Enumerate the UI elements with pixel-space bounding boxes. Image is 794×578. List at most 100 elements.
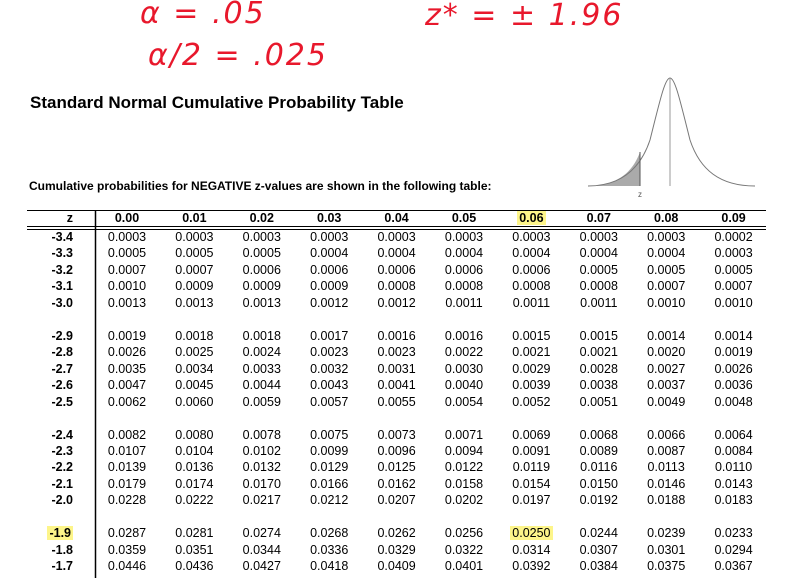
cell-text: 0.0003 (512, 230, 551, 244)
cell-text: 0.0018 (175, 328, 214, 343)
cell-text: 0.0107 (107, 443, 147, 458)
cell-text: -2.4 (51, 427, 73, 442)
cell-text: -3.3 (51, 246, 73, 261)
table-cell: 0.0004 (636, 246, 696, 261)
cell-text: 0.0005 (175, 246, 214, 261)
cell-text: -2.6 (51, 378, 73, 393)
table-cell: 0.0129 (299, 460, 359, 475)
cell-text: 0.0004 (579, 246, 618, 261)
cell-text: 0.0008 (444, 279, 484, 294)
cell-text: 0.0082 (107, 427, 147, 442)
table-cell: 0.06 (501, 211, 561, 226)
table-cell: 0.0037 (636, 378, 696, 393)
cell-text: 0.0446 (107, 559, 147, 574)
cell-text: 0.0011 (580, 295, 618, 310)
table-cell: 0.0244 (569, 526, 629, 541)
table-cell: 0.0174 (164, 477, 224, 492)
cell-text: 0.0004 (512, 246, 551, 261)
table-cell: 0.0017 (299, 329, 359, 344)
cell-text: 0.0006 (310, 262, 349, 277)
cell-text: 0.0287 (107, 526, 147, 541)
table-cell: 0.0013 (232, 296, 292, 311)
cell-text: 0.0003 (377, 230, 416, 244)
table-cell: 0.0075 (299, 428, 359, 443)
cell-text: -2.0 (51, 493, 73, 508)
cell-text: 0.0384 (579, 559, 618, 574)
table-cell: 0.0096 (367, 444, 427, 459)
cell-text: 0.0036 (714, 378, 753, 393)
table-cell: 0.0006 (434, 263, 494, 278)
table-cell: 0.0012 (367, 296, 427, 311)
table-cell: 0.0006 (232, 263, 292, 278)
cell-text: 0.0003 (310, 230, 349, 244)
cell-text: 0.0294 (714, 542, 753, 557)
cell-text: 0.0281 (175, 526, 214, 541)
table-cell: 0.03 (299, 211, 359, 226)
cell-text: 0.0019 (714, 345, 753, 360)
cell-text: 0.0078 (242, 427, 281, 442)
cell-text: 0.0418 (310, 559, 349, 574)
table-cell: 0.0014 (704, 329, 764, 344)
table-cell: 0.0007 (636, 279, 696, 294)
cell-text: 0.0150 (579, 476, 618, 491)
table-cell: -3.4 (33, 230, 73, 245)
table-cell: 0.0006 (367, 263, 427, 278)
table-cell: 0.0080 (164, 428, 224, 443)
table-cell: 0.0057 (299, 395, 359, 410)
table-cell: 0.0005 (569, 263, 629, 278)
table-cell: 0.0005 (97, 246, 157, 261)
cell-text: 0.0009 (175, 279, 214, 294)
shaded-tail (588, 152, 640, 186)
table-cell: 0.0162 (367, 477, 427, 492)
cell-text: 0.0016 (377, 328, 416, 343)
table-cell: 0.0239 (636, 526, 696, 541)
table-cell: 0.0143 (704, 477, 764, 492)
table-cell: 0.0018 (164, 329, 224, 344)
table-cell: 0.0418 (299, 559, 359, 574)
cell-text: 0.0023 (377, 345, 416, 360)
table-cell: 0.0060 (164, 395, 224, 410)
table-cell: 0.0059 (232, 395, 292, 410)
cell-text: 0.0013 (242, 295, 281, 310)
table-cell: 0.05 (434, 211, 494, 226)
table-cell: 0.0005 (704, 263, 764, 278)
table-cell: 0.0032 (299, 362, 359, 377)
table-cell: 0.0019 (97, 329, 157, 344)
table-cell: 0.0006 (299, 263, 359, 278)
cell-text: 0.0143 (714, 476, 753, 491)
table-cell: 0.0222 (164, 493, 224, 508)
table-cell: 0.0250 (501, 526, 561, 541)
cell-text: 0.0014 (647, 328, 686, 343)
cell-text: -3.1 (51, 279, 73, 294)
table-cell: 0.0091 (501, 444, 561, 459)
table-cell: 0.0003 (704, 246, 764, 261)
cell-text: 0.0158 (444, 476, 484, 491)
table-cell: 0.00 (97, 211, 157, 226)
cell-text: 0.0233 (714, 526, 753, 541)
table-cell: 0.0039 (501, 378, 561, 393)
table-cell: 0.0132 (232, 460, 292, 475)
cell-text: 0.0197 (512, 493, 551, 508)
cell-text: 0.0336 (310, 542, 349, 557)
cell-text: 0.0014 (714, 328, 753, 343)
table-cell: 0.0033 (232, 362, 292, 377)
cell-text: 0.0012 (377, 295, 416, 310)
table-cell: 0.0094 (434, 444, 494, 459)
table-cell: -2.0 (33, 493, 73, 508)
cell-text: 0.0060 (175, 394, 214, 409)
table-cell: 0.0401 (434, 559, 494, 574)
cell-text: 0.0026 (714, 361, 753, 376)
table-cell: 0.0071 (434, 428, 494, 443)
table-cell: 0.0009 (164, 279, 224, 294)
table-cell: 0.0011 (434, 296, 494, 311)
cell-text: 0.0003 (175, 230, 214, 244)
cell-text: -2.9 (51, 328, 73, 343)
cell-text: 0.0016 (444, 328, 484, 343)
table-cell: 0.07 (569, 211, 629, 226)
table-cell: 0.0034 (164, 362, 224, 377)
cell-text: 0.0375 (647, 559, 686, 574)
title: Standard Normal Cumulative Probability T… (30, 93, 404, 112)
cell-text: 0.0329 (377, 542, 416, 557)
cell-text: 0.0003 (242, 230, 281, 244)
cell-text: 0.0043 (310, 378, 349, 393)
